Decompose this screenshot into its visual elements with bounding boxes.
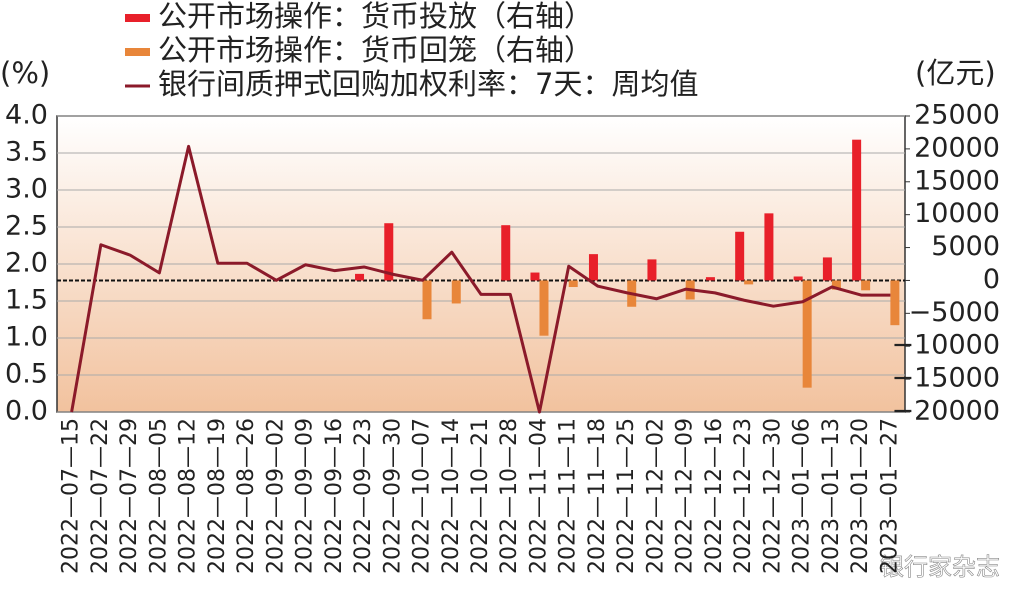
bar — [793, 276, 803, 281]
y-tick-label: 3.5 — [5, 137, 48, 168]
x-tick-label: 2022—11—04 — [526, 418, 551, 574]
y2-tick-label: −20000 — [891, 396, 1000, 427]
bar — [764, 213, 774, 281]
x-tick-label: 2022—07—22 — [88, 418, 113, 574]
y-tick-label: 3.0 — [5, 174, 48, 205]
bar — [861, 280, 871, 291]
x-tick-label: 2022—12—02 — [643, 418, 668, 574]
x-tick-label: 2022—08—19 — [205, 418, 230, 574]
y2-tick-label: 0 — [983, 264, 1000, 295]
x-tick-label: 2022—09—09 — [293, 418, 318, 574]
x-tick-label: 2022—10—07 — [410, 418, 435, 574]
legend-swatch — [125, 14, 150, 22]
watermark: 银行家杂志 — [880, 553, 1000, 581]
x-tick-label: 2022—11—25 — [614, 418, 639, 574]
bar — [588, 254, 598, 281]
x-tick-label: 2022—09—02 — [263, 418, 288, 574]
y-tick-label: 4.0 — [5, 100, 48, 131]
y-tick-label: 0.5 — [5, 359, 48, 390]
legend-swatch — [125, 48, 150, 56]
x-tick-label: 2022—12—16 — [702, 418, 727, 574]
y2-tick-label: −15000 — [891, 363, 1000, 394]
x-tick-label: 2022—09—30 — [380, 418, 405, 574]
x-tick-label: 2022—10—28 — [497, 418, 522, 574]
legend-label: 公开市场操作：货币投放（右轴） — [158, 0, 593, 33]
bar — [355, 273, 365, 281]
y-tick-label: 1.0 — [5, 322, 48, 353]
bar — [831, 280, 841, 290]
y2-tick-label: 10000 — [914, 198, 1000, 229]
bar — [530, 272, 540, 281]
left-unit: (%) — [0, 56, 50, 90]
y-tick-label: 0.0 — [5, 396, 48, 427]
x-tick-label: 2023—01—20 — [848, 418, 873, 574]
x-tick-label: 2022—11—11 — [556, 418, 581, 574]
bar — [568, 280, 578, 288]
x-tick-label: 2022—10—14 — [439, 418, 464, 574]
bar — [705, 277, 715, 281]
bar — [647, 259, 657, 281]
right-unit: (亿元) — [915, 56, 996, 90]
x-tick-label: 2022—10—21 — [468, 418, 493, 574]
y-tick-label: 1.5 — [5, 285, 48, 316]
legend-swatch — [125, 84, 150, 88]
x-tick-label: 2023—01—27 — [877, 418, 902, 574]
y2-tick-label: −10000 — [891, 330, 1000, 361]
x-tick-label: 2022—07—15 — [59, 418, 84, 574]
x-tick-label: 2022—11—18 — [585, 418, 610, 574]
x-tick-label: 2022—09—23 — [351, 418, 376, 574]
bar — [451, 280, 461, 304]
legend-label: 公开市场操作：货币回笼（右轴） — [158, 33, 593, 67]
y2-tick-label: 15000 — [914, 165, 1000, 196]
bar — [422, 280, 432, 320]
bar — [852, 139, 862, 281]
bar — [744, 280, 754, 285]
x-tick-label: 2022—08—12 — [176, 418, 201, 574]
y2-tick-label: 5000 — [931, 231, 1000, 262]
bar — [890, 280, 900, 326]
x-tick-label: 2022—09—16 — [322, 418, 347, 574]
x-tick-label: 2022—08—05 — [146, 418, 171, 574]
bar — [735, 231, 745, 281]
y2-tick-label: −5000 — [909, 297, 1000, 328]
bar — [384, 223, 394, 281]
bar — [539, 280, 549, 336]
x-tick-label: 2023—01—13 — [819, 418, 844, 574]
y-tick-label: 2.0 — [5, 248, 48, 279]
bar — [822, 257, 832, 281]
bar — [802, 280, 812, 388]
x-tick-label: 2022—12—30 — [760, 418, 785, 574]
bar — [501, 225, 511, 281]
y2-tick-label: 20000 — [914, 132, 1000, 163]
legend-label: 银行间质押式回购加权利率：7天：周均值 — [158, 67, 698, 101]
x-tick-label: 2023—01—06 — [790, 418, 815, 574]
x-tick-label: 2022—08—26 — [234, 418, 259, 574]
line — [70, 144, 891, 414]
x-tick-label: 2022—12—23 — [731, 418, 756, 574]
y2-tick-label: 25000 — [914, 100, 1000, 131]
x-tick-label: 2022—07—29 — [117, 418, 142, 574]
y-tick-label: 2.5 — [5, 211, 48, 242]
x-tick-label: 2022—12—09 — [673, 418, 698, 574]
